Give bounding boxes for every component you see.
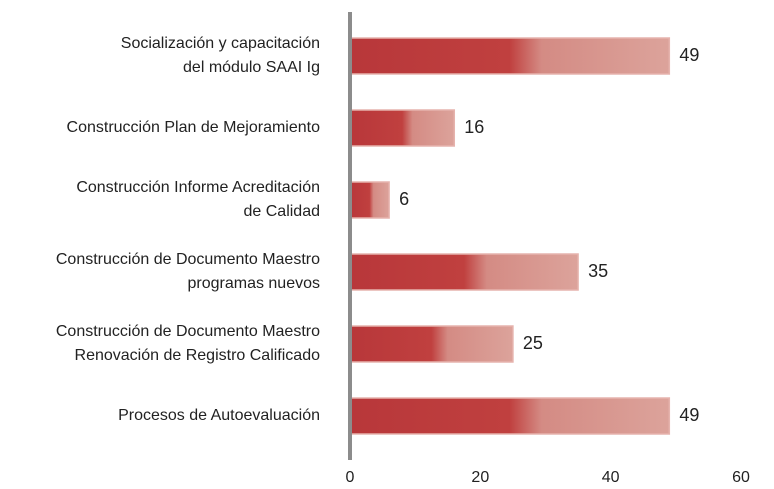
y-tick-label: Socialización y capacitación bbox=[121, 35, 320, 52]
value-label: 49 bbox=[679, 405, 699, 425]
y-tick-label: Construcción Plan de Mejoramiento bbox=[67, 119, 321, 136]
bar bbox=[349, 37, 671, 75]
value-label: 25 bbox=[523, 333, 543, 353]
y-tick-label: de Calidad bbox=[244, 203, 321, 220]
x-tick-label: 40 bbox=[602, 469, 620, 486]
bar bbox=[349, 253, 579, 291]
x-tick-label: 0 bbox=[346, 469, 355, 486]
y-tick-label: Construcción Informe Acreditación bbox=[76, 179, 320, 196]
y-tick-label: del módulo SAAI Ig bbox=[183, 59, 320, 76]
y-tick-label: Construcción de Documento Maestro bbox=[56, 251, 320, 268]
value-label: 49 bbox=[679, 45, 699, 65]
y-tick-label: programas nuevos bbox=[187, 275, 320, 292]
value-label: 16 bbox=[464, 117, 484, 137]
bar bbox=[349, 325, 514, 363]
x-tick-label: 60 bbox=[732, 469, 750, 486]
x-tick-label: 20 bbox=[471, 469, 489, 486]
y-tick-label: Renovación de Registro Calificado bbox=[75, 347, 321, 364]
value-label: 6 bbox=[399, 189, 409, 209]
bar bbox=[349, 181, 390, 219]
bar bbox=[349, 109, 456, 147]
bar bbox=[349, 397, 671, 435]
value-label: 35 bbox=[588, 261, 608, 281]
y-tick-label: Construcción de Documento Maestro bbox=[56, 323, 320, 340]
y-tick-label: Procesos de Autoevaluación bbox=[118, 407, 320, 424]
